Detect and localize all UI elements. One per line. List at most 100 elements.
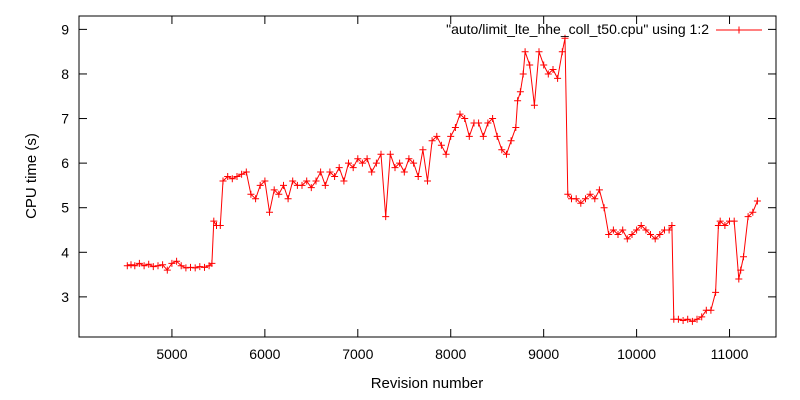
- data-point: [354, 155, 362, 163]
- data-point: [633, 226, 641, 234]
- data-point: [516, 88, 524, 96]
- data-point: [651, 235, 659, 243]
- data-point: [127, 261, 135, 269]
- y-tick-label: 9: [61, 21, 69, 37]
- data-point: [530, 101, 538, 109]
- data-point: [737, 266, 745, 274]
- data-point: [242, 168, 250, 176]
- data-point: [168, 259, 176, 267]
- data-point: [163, 266, 171, 274]
- data-point: [358, 159, 366, 167]
- data-point: [396, 159, 404, 167]
- data-point: [280, 181, 287, 189]
- legend-label: "auto/limit_lte_hhe_coll_t50.cpu" using …: [446, 21, 709, 37]
- data-point: [303, 177, 311, 185]
- data-point: [514, 97, 522, 105]
- data-point: [135, 259, 143, 267]
- data-point: [224, 173, 232, 180]
- data-point: [721, 222, 729, 229]
- data-point: [461, 115, 469, 122]
- data-point: [368, 168, 376, 176]
- data-point: [266, 208, 273, 216]
- data-point: [363, 155, 371, 163]
- data-point: [628, 231, 636, 238]
- data-point: [740, 253, 747, 261]
- data-point: [270, 186, 278, 194]
- data-point: [688, 317, 696, 325]
- legend-swatch: [716, 26, 762, 34]
- data-point: [582, 195, 589, 203]
- data-point: [749, 208, 757, 216]
- data-point: [668, 222, 676, 229]
- data-point: [535, 48, 543, 56]
- data-point: [554, 74, 562, 82]
- data-point: [479, 132, 487, 140]
- data-point: [210, 217, 218, 225]
- data-point: [600, 204, 608, 212]
- data-point: [326, 168, 334, 176]
- data-point: [561, 34, 569, 42]
- data-point: [451, 124, 459, 131]
- data-point: [247, 190, 255, 198]
- data-point: [321, 181, 329, 189]
- data-point: [679, 317, 687, 324]
- data-point: [331, 173, 339, 180]
- x-tick-label: 7000: [342, 346, 373, 362]
- data-point: [591, 195, 599, 203]
- data-point: [519, 70, 527, 78]
- data-point: [684, 315, 692, 323]
- data-point: [637, 222, 645, 229]
- data-point: [698, 313, 706, 321]
- y-tick-label: 7: [61, 111, 69, 127]
- data-point: [665, 226, 673, 234]
- data-point: [201, 263, 208, 271]
- plot-frame: [78, 15, 777, 338]
- data-point: [614, 231, 622, 238]
- data-point: [377, 150, 385, 158]
- data-point: [145, 260, 153, 268]
- data-point: [730, 217, 738, 225]
- data-point: [400, 168, 408, 176]
- data-point: [437, 141, 445, 149]
- data-point: [484, 119, 492, 127]
- data-point: [549, 66, 557, 73]
- data-point: [693, 315, 701, 323]
- data-point: [475, 119, 483, 127]
- data-point: [345, 159, 352, 167]
- data-point: [424, 177, 431, 185]
- data-point: [307, 184, 315, 192]
- data-point: [753, 197, 761, 205]
- x-axis-label: Revision number: [371, 375, 484, 392]
- x-tick-label: 11000: [711, 346, 749, 362]
- data-point: [284, 195, 292, 203]
- data-point: [289, 177, 297, 185]
- plot-area: [123, 34, 761, 325]
- data-point: [714, 222, 722, 229]
- legend: "auto/limit_lte_hhe_coll_t50.cpu" using …: [446, 21, 762, 37]
- data-point: [507, 137, 515, 145]
- data-point: [228, 175, 236, 183]
- data-point: [493, 132, 501, 140]
- data-point: [712, 288, 720, 296]
- data-point: [312, 177, 320, 185]
- data-point: [177, 262, 185, 270]
- data-point: [149, 263, 157, 271]
- data-point: [208, 259, 216, 267]
- data-point: [526, 61, 534, 69]
- data-point: [674, 315, 682, 323]
- axes: 5000 6000 7000 8000 9000 10000 11000 3 4 5 6 7 8 9: [61, 15, 777, 362]
- data-point: [140, 262, 148, 270]
- x-tick-label: 10000: [617, 346, 656, 362]
- data-point: [349, 164, 357, 172]
- data-point: [256, 181, 264, 189]
- data-point: [131, 262, 139, 270]
- data-point: [465, 132, 473, 140]
- data-point: [447, 132, 455, 140]
- data-point: [219, 177, 227, 185]
- data-point: [317, 168, 325, 176]
- data-point: [540, 61, 548, 69]
- data-point: [558, 48, 566, 56]
- data-point: [419, 146, 427, 154]
- y-tick-label: 4: [61, 244, 69, 260]
